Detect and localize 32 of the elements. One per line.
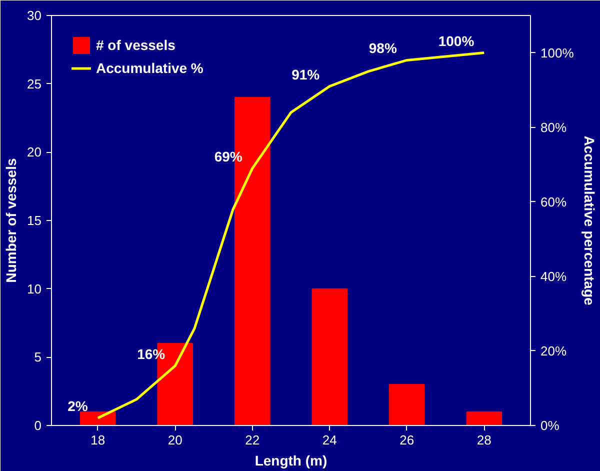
legend-label: Accumulative % — [96, 60, 204, 76]
x-tick-label: 22 — [245, 432, 260, 448]
y-tick-label: 25 — [27, 76, 42, 92]
y-tick-label: 20 — [27, 144, 42, 160]
bar — [466, 411, 502, 426]
x-tick-label: 20 — [168, 432, 182, 448]
y2-tick-label: 40% — [540, 268, 567, 284]
line-series — [96, 52, 486, 420]
bar — [389, 384, 425, 426]
y2-tick-label: 100% — [540, 45, 574, 60]
bar — [312, 288, 348, 426]
y-tick-label: 15 — [27, 213, 42, 228]
y-tick-label: 5 — [34, 350, 42, 365]
data-label: 98% — [368, 40, 398, 56]
y2-tick-label: 20% — [540, 343, 567, 358]
x-tick-label: 18 — [90, 432, 106, 448]
data-label: 100% — [438, 32, 475, 49]
y-tick-label: 10 — [27, 281, 42, 296]
y-tick-label: 30 — [27, 8, 42, 23]
data-label: 91% — [292, 66, 320, 82]
y2-tick-label: 80% — [540, 120, 567, 135]
data-label: 2% — [68, 398, 88, 414]
x-tick-label: 28 — [476, 432, 492, 448]
x-tick-label: 26 — [400, 432, 414, 448]
y2-axis-title: Accumulative percentage — [582, 136, 598, 306]
y-axis-title: Number of vessels — [3, 158, 20, 283]
y-tick-label: 0 — [34, 418, 42, 433]
x-tick-label: 24 — [322, 432, 337, 448]
y2-tick-label: 0% — [540, 418, 560, 433]
y2-tick-label: 60% — [540, 194, 567, 210]
x-axis-title: Length (m) — [254, 452, 328, 468]
legend-label: # of vessels — [96, 37, 176, 53]
